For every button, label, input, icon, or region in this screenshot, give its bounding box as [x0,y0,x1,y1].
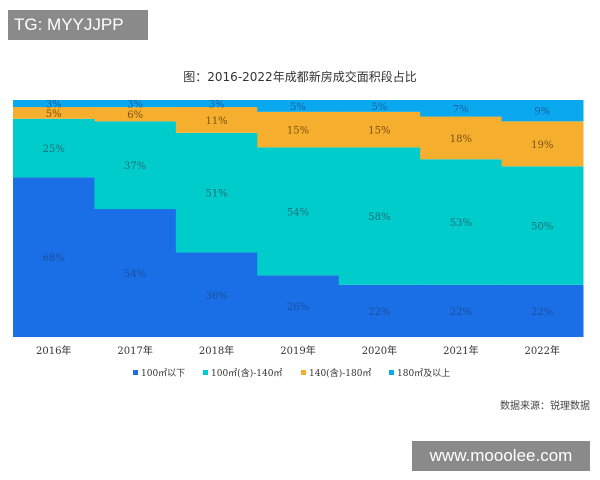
bar-segment [257,111,340,148]
watermark-bottom: www.mooolee.com [412,441,590,471]
data-label: 19% [531,140,553,151]
x-tick-label: 2017年 [117,344,152,357]
bar-segment [338,111,421,148]
legend-swatch [133,370,138,375]
data-label: 37% [124,161,146,172]
chart-title: 图：2016-2022年成都新房成交面积段占比 [183,69,416,84]
legend-swatch [301,370,306,375]
source-note: 数据来源：锐理数据 [500,401,590,412]
bar-segment [420,159,503,285]
x-tick-label: 2020年 [362,344,397,357]
bar-segment [13,100,95,108]
data-label: 15% [368,126,390,137]
bar-segment [257,100,340,112]
data-label: 22% [531,307,553,318]
data-label: 3% [209,100,225,111]
bar-segment [175,100,258,108]
data-label: 3% [127,100,143,111]
bar-segment [501,121,584,167]
bar-segment [338,100,421,112]
legend-label: 140(含)-180㎡ [309,367,371,379]
watermark-top: TG: MYYJJPP [8,10,148,40]
bar-segment [338,284,421,337]
data-label: 53% [450,218,472,229]
data-label: 6% [127,110,143,121]
bar-segment [13,107,95,119]
bar-segment [257,275,340,337]
bar-segment [501,166,584,285]
bar-segment [94,100,177,108]
x-tick-label: 2021年 [443,344,478,357]
data-label: 22% [450,307,472,318]
x-tick-label: 2022年 [525,344,560,357]
bar-segment [257,147,340,276]
data-label: 18% [450,134,472,145]
bar-segment [420,116,503,160]
data-label: 68% [43,253,65,264]
data-label: 5% [371,102,387,113]
data-label: 3% [46,100,62,111]
bar-segment [13,177,95,337]
legend-label: 180㎡及以上 [397,368,450,379]
bar-segment [338,147,421,285]
data-label: 22% [368,307,390,318]
bar-segment [175,132,258,253]
bar-segment [501,100,584,122]
legend-label: 100㎡(含)-140㎡ [211,367,282,379]
data-label: 51% [205,189,227,200]
bar-segment [420,284,503,337]
data-label: 58% [368,212,390,223]
data-label: 54% [287,207,309,218]
x-tick-label: 2019年 [280,344,315,357]
legend-swatch [203,370,208,375]
bar-segment [420,100,503,117]
bar-segment [94,107,177,122]
legend-label: 100㎡以下 [141,368,185,379]
data-label: 7% [453,104,469,115]
bar-segment [94,209,177,337]
data-label: 25% [43,144,65,155]
bar-segment [175,252,258,337]
data-label: 26% [287,302,309,313]
bar-segment [501,284,584,337]
data-label: 50% [531,222,553,233]
x-tick-label: 2016年 [36,344,71,357]
x-tick-label: 2018年 [199,344,234,357]
bar-segment [175,107,258,133]
data-label: 11% [205,116,227,127]
data-label: 36% [205,291,227,302]
data-label: 5% [290,102,306,113]
bar-segment [94,121,177,210]
data-label: 15% [287,126,309,137]
data-label: 9% [534,107,550,118]
data-label: 54% [124,269,146,280]
bar-segment [13,118,95,178]
legend-swatch [389,370,394,375]
data-label: 5% [46,109,62,120]
